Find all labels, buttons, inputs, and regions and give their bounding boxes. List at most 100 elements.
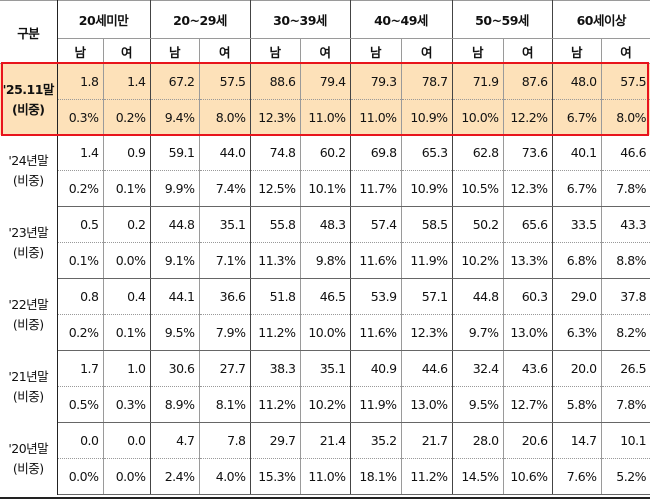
- share-cell: 0.1%: [103, 170, 151, 207]
- value-cell: 29.0: [552, 278, 602, 315]
- share-cell: 0.3%: [57, 99, 104, 135]
- value-cell: 48.3: [300, 206, 351, 243]
- share-cell: 12.5%: [250, 170, 301, 207]
- value-cell: 46.5: [300, 278, 351, 315]
- share-cell: 0.5%: [57, 386, 104, 423]
- period-label: '23년말: [8, 224, 49, 240]
- table-row-share: 0.1% 0.0% 9.1% 7.1% 11.3% 9.8% 11.6% 11.9% 10.2%…: [0, 242, 650, 279]
- share-cell: 10.2%: [300, 386, 351, 423]
- value-cell: 69.8: [350, 135, 402, 171]
- row-label: '20년말 (비중): [0, 422, 58, 495]
- value-cell: 20.6: [503, 422, 553, 459]
- table-row: '20년말 (비중) 0.0 0.0 4.7 7.8 29.7 21.4 35.2 21.7 28.…: [0, 422, 650, 495]
- header-female: 여: [600, 38, 650, 64]
- value-cell: 44.6: [401, 350, 453, 387]
- value-cell: 73.6: [503, 135, 553, 171]
- value-cell: 57.4: [350, 206, 402, 243]
- value-cell: 0.5: [57, 206, 104, 243]
- share-cell: 10.9%: [401, 170, 453, 207]
- value-cell: 21.7: [401, 422, 453, 459]
- share-cell: 13.0%: [503, 314, 553, 351]
- row-label: '22년말 (비중): [0, 278, 58, 351]
- value-cell: 7.8: [199, 422, 251, 459]
- value-cell: 57.5: [601, 63, 650, 100]
- header-age-group: 40~49세: [349, 0, 453, 39]
- share-label: (비중): [12, 388, 44, 404]
- share-cell: 6.3%: [552, 314, 602, 351]
- value-cell: 28.0: [452, 422, 504, 459]
- value-cell: 55.8: [250, 206, 301, 243]
- table-row: '22년말 (비중) 0.8 0.4 44.1 36.6 51.8 46.5 53.9 57.1 4…: [0, 278, 650, 351]
- value-cell: 44.0: [199, 135, 251, 171]
- value-cell: 20.0: [552, 350, 602, 387]
- value-cell: 0.0: [57, 422, 104, 459]
- share-cell: 9.5%: [452, 386, 504, 423]
- value-cell: 57.1: [401, 278, 453, 315]
- header-female: 여: [400, 38, 453, 64]
- header-age-group: 50~59세: [451, 0, 553, 39]
- share-label: (비중): [12, 172, 44, 188]
- share-cell: 10.0%: [452, 99, 504, 135]
- value-cell: 79.3: [350, 63, 402, 100]
- header-male: 남: [349, 38, 402, 64]
- value-cell: 21.4: [300, 422, 351, 459]
- table-bottom-border: [0, 497, 650, 499]
- share-cell: 7.4%: [199, 170, 251, 207]
- share-cell: 8.0%: [601, 99, 650, 135]
- header-female: 여: [502, 38, 553, 64]
- value-cell: 38.3: [250, 350, 301, 387]
- share-cell: 12.2%: [503, 99, 553, 135]
- header-age-group: 20세미만: [56, 0, 151, 39]
- value-cell: 74.8: [250, 135, 301, 171]
- share-cell: 0.1%: [103, 314, 151, 351]
- header-male: 남: [149, 38, 200, 64]
- share-cell: 8.0%: [199, 99, 251, 135]
- table-row-share: 0.2% 0.1% 9.9% 7.4% 12.5% 10.1% 11.7% 10.9% 10.5…: [0, 170, 650, 207]
- share-cell: 5.8%: [552, 386, 602, 423]
- value-cell: 32.4: [452, 350, 504, 387]
- value-cell: 40.9: [350, 350, 402, 387]
- header-male: 남: [249, 38, 301, 64]
- share-cell: 0.2%: [57, 314, 104, 351]
- value-cell: 37.8: [601, 278, 650, 315]
- period-label: '24년말: [8, 152, 49, 168]
- share-cell: 5.2%: [601, 458, 650, 495]
- share-cell: 6.8%: [552, 242, 602, 279]
- value-cell: 1.8: [57, 63, 104, 100]
- row-label: '25.11말 (비중): [0, 63, 58, 135]
- share-cell: 9.4%: [150, 99, 200, 135]
- share-cell: 12.3%: [401, 314, 453, 351]
- period-label: '20년말: [8, 440, 49, 456]
- value-cell: 59.1: [150, 135, 200, 171]
- share-cell: 11.3%: [250, 242, 301, 279]
- period-label: '21년말: [8, 368, 49, 384]
- value-cell: 88.6: [250, 63, 301, 100]
- share-cell: 10.6%: [503, 458, 553, 495]
- share-label: (비중): [12, 316, 44, 332]
- header-male: 남: [551, 38, 602, 64]
- share-cell: 14.5%: [452, 458, 504, 495]
- share-cell: 11.0%: [300, 99, 351, 135]
- share-cell: 2.4%: [150, 458, 200, 495]
- share-cell: 11.9%: [401, 242, 453, 279]
- share-cell: 0.0%: [103, 242, 151, 279]
- share-cell: 10.9%: [401, 99, 453, 135]
- header-category: 구분: [0, 0, 58, 64]
- share-cell: 0.0%: [103, 458, 151, 495]
- value-cell: 44.1: [150, 278, 200, 315]
- value-cell: 48.0: [552, 63, 602, 100]
- share-cell: 12.3%: [250, 99, 301, 135]
- share-cell: 11.2%: [401, 458, 453, 495]
- value-cell: 43.3: [601, 206, 650, 243]
- header-female: 여: [102, 38, 151, 64]
- share-cell: 8.1%: [199, 386, 251, 423]
- share-label: (비중): [12, 101, 45, 117]
- share-cell: 11.6%: [350, 242, 402, 279]
- value-cell: 50.2: [452, 206, 504, 243]
- value-cell: 40.1: [552, 135, 602, 171]
- value-cell: 0.0: [103, 422, 151, 459]
- value-cell: 27.7: [199, 350, 251, 387]
- share-cell: 9.5%: [150, 314, 200, 351]
- period-label: '25.11말: [2, 81, 55, 97]
- share-cell: 18.1%: [350, 458, 402, 495]
